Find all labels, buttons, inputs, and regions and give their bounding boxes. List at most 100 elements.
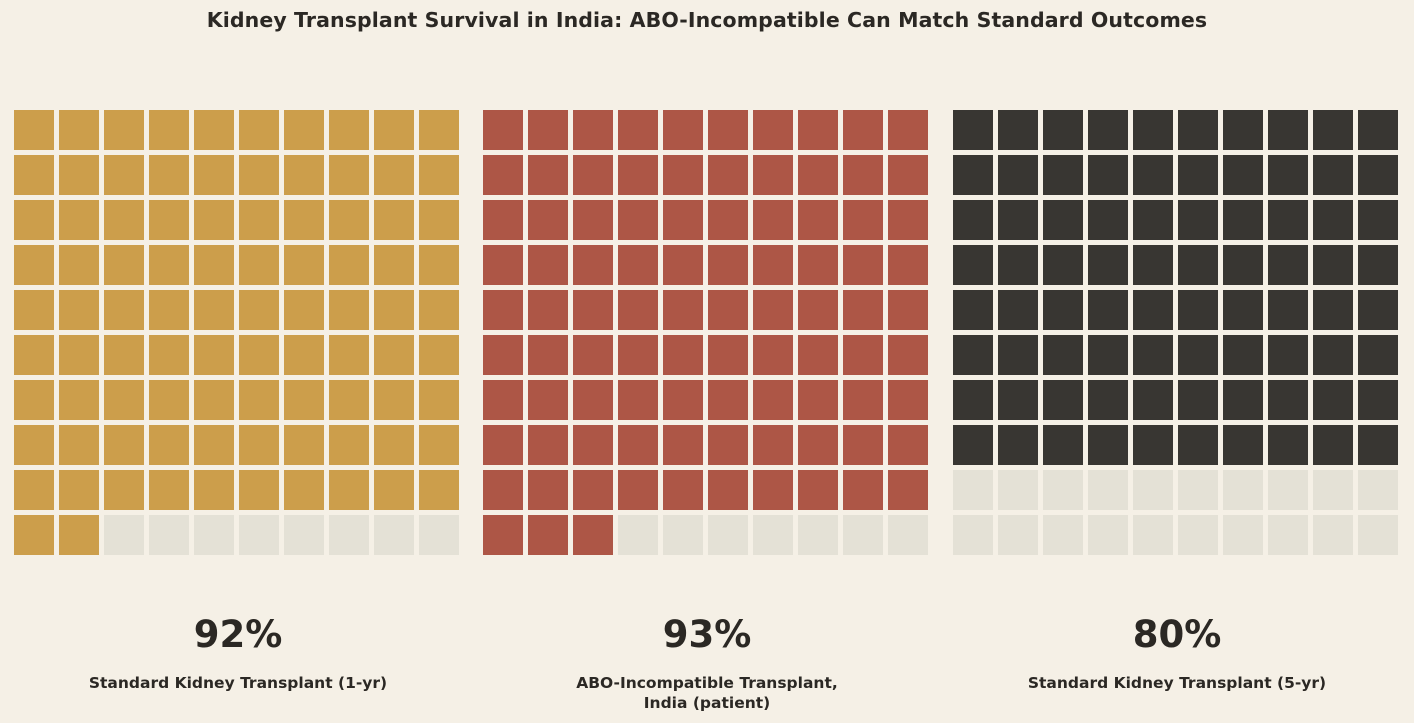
waffle-cell-filled [798, 335, 838, 375]
waffle-cell-filled [998, 380, 1038, 420]
waffle-cell-filled [419, 110, 459, 150]
waffle-cell-filled [239, 425, 279, 465]
waffle-cell-empty [843, 515, 883, 555]
waffle-cell-filled [239, 200, 279, 240]
waffle-cell-filled [194, 155, 234, 195]
waffle-cell-filled [329, 200, 369, 240]
waffle-cell-filled [1268, 155, 1308, 195]
waffle-cell-filled [1313, 110, 1353, 150]
waffle-cell-empty [374, 515, 414, 555]
waffle-cell-filled [149, 335, 189, 375]
waffle-cell-filled [374, 380, 414, 420]
waffle-cell-filled [483, 155, 523, 195]
waffle-cell-filled [1088, 380, 1128, 420]
waffle-cell-filled [843, 380, 883, 420]
waffle-panel-standard-1yr: 92% Standard Kidney Transplant (1-yr) [14, 110, 462, 692]
waffle-cell-empty [104, 515, 144, 555]
waffle-cell-filled [59, 290, 99, 330]
waffle-cell-filled [573, 380, 613, 420]
waffle-cell-filled [953, 290, 993, 330]
waffle-cell-filled [1268, 425, 1308, 465]
waffle-cell-filled [1268, 335, 1308, 375]
waffle-cell-filled [483, 290, 523, 330]
waffle-cell-filled [149, 245, 189, 285]
waffle-cell-filled [1223, 380, 1263, 420]
waffle-cell-filled [1088, 200, 1128, 240]
waffle-cell-empty [1133, 515, 1173, 555]
waffle-cell-filled [1088, 335, 1128, 375]
waffle-cell-filled [753, 200, 793, 240]
waffle-cell-empty [888, 515, 928, 555]
waffle-cell-filled [1043, 245, 1083, 285]
waffle-cell-filled [419, 470, 459, 510]
waffle-cell-filled [419, 245, 459, 285]
waffle-cell-filled [708, 245, 748, 285]
waffle-cell-filled [1358, 110, 1398, 150]
waffle-cell-filled [284, 290, 324, 330]
waffle-cell-filled [618, 470, 658, 510]
waffle-cell-filled [149, 200, 189, 240]
waffle-cell-filled [528, 335, 568, 375]
waffle-cell-filled [888, 200, 928, 240]
waffle-grid [483, 110, 931, 558]
waffle-cell-filled [753, 470, 793, 510]
waffle-cell-filled [374, 245, 414, 285]
waffle-cell-empty [1223, 470, 1263, 510]
waffle-cell-filled [329, 380, 369, 420]
waffle-cell-filled [1043, 380, 1083, 420]
waffle-cell-filled [798, 425, 838, 465]
waffle-cell-filled [59, 380, 99, 420]
waffle-cell-filled [528, 155, 568, 195]
waffle-cell-filled [239, 380, 279, 420]
waffle-cell-filled [798, 200, 838, 240]
waffle-cell-filled [329, 290, 369, 330]
waffle-cell-filled [329, 110, 369, 150]
waffle-cell-filled [194, 290, 234, 330]
waffle-cell-filled [953, 335, 993, 375]
waffle-cell-filled [663, 290, 703, 330]
waffle-cell-filled [104, 200, 144, 240]
waffle-cell-filled [798, 290, 838, 330]
waffle-cell-empty [1313, 470, 1353, 510]
waffle-cell-filled [753, 380, 793, 420]
waffle-cell-filled [1313, 425, 1353, 465]
waffle-cell-filled [194, 245, 234, 285]
waffle-cell-filled [419, 290, 459, 330]
waffle-cell-filled [1088, 110, 1128, 150]
waffle-cell-filled [573, 335, 613, 375]
waffle-cell-filled [329, 470, 369, 510]
waffle-cell-filled [419, 425, 459, 465]
waffle-grid [14, 110, 462, 558]
waffle-cell-filled [194, 335, 234, 375]
waffle-cell-filled [483, 335, 523, 375]
waffle-cell-filled [104, 335, 144, 375]
waffle-cell-filled [618, 200, 658, 240]
waffle-cell-filled [59, 245, 99, 285]
waffle-cell-empty [239, 515, 279, 555]
waffle-cell-empty [149, 515, 189, 555]
waffle-cell-filled [663, 245, 703, 285]
waffle-cell-filled [1043, 335, 1083, 375]
waffle-cell-filled [1133, 245, 1173, 285]
waffle-cell-filled [1358, 425, 1398, 465]
waffle-cell-empty [194, 515, 234, 555]
waffle-cell-filled [1178, 245, 1218, 285]
waffle-cell-filled [483, 425, 523, 465]
waffle-cell-filled [149, 380, 189, 420]
waffle-cell-filled [573, 110, 613, 150]
waffle-cell-filled [798, 470, 838, 510]
waffle-cell-filled [239, 335, 279, 375]
waffle-cell-filled [104, 245, 144, 285]
waffle-cell-filled [843, 470, 883, 510]
waffle-cell-filled [1268, 380, 1308, 420]
waffle-cell-filled [843, 155, 883, 195]
waffle-cell-filled [843, 200, 883, 240]
waffle-cell-empty [1088, 470, 1128, 510]
waffle-cell-empty [1043, 470, 1083, 510]
waffle-cell-filled [14, 110, 54, 150]
percentage-value: 92% [193, 613, 283, 656]
waffle-cell-filled [1223, 290, 1263, 330]
waffle-cell-filled [1133, 380, 1173, 420]
waffle-cell-filled [888, 335, 928, 375]
waffle-grid [953, 110, 1401, 558]
